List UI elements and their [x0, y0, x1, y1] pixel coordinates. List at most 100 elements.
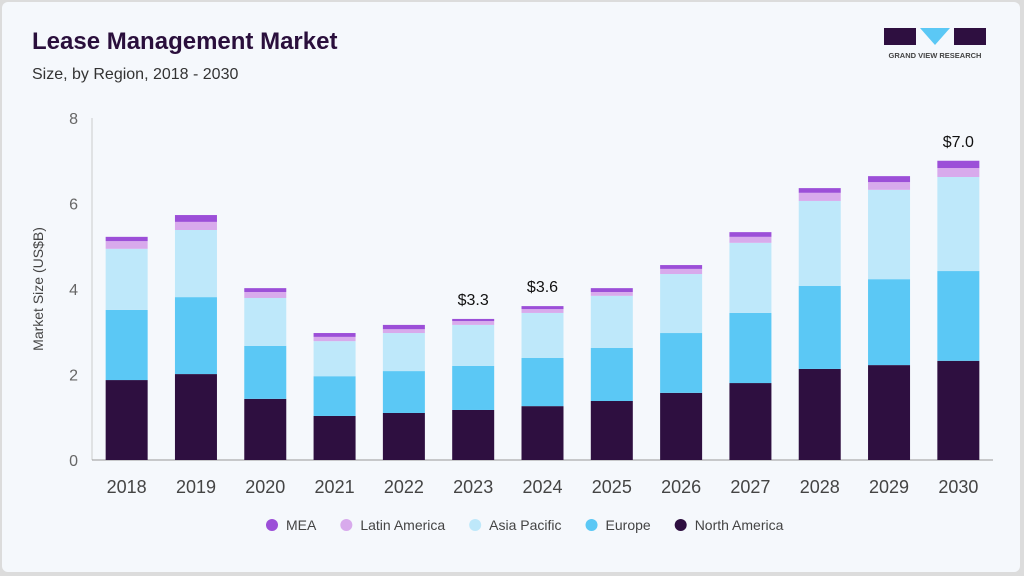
x-tick-label: 2022	[384, 477, 424, 497]
y-tick-label: 8	[69, 111, 78, 128]
legend-marker	[674, 519, 687, 531]
legend-label: Asia Pacific	[489, 517, 561, 533]
bar-segment-asia-pacific	[798, 200, 841, 287]
bar-segment-asia-pacific	[937, 176, 980, 272]
bar-segment-north-america	[313, 415, 356, 460]
bar-segment-asia-pacific	[313, 341, 356, 377]
bar-segment-latin-america	[937, 168, 980, 177]
x-tick-label: 2021	[315, 477, 355, 497]
legend-label: Europe	[606, 517, 651, 533]
bar-segment-europe	[937, 271, 980, 361]
y-tick-label: 2	[69, 368, 78, 385]
bar-segment-europe	[382, 371, 425, 413]
bar-segment-asia-pacific	[382, 333, 425, 372]
bar-segment-latin-america	[452, 321, 495, 325]
bar-segment-latin-america	[868, 182, 911, 190]
y-tick-label: 4	[69, 282, 78, 299]
bar-segment-north-america	[868, 365, 911, 460]
bar-segment-latin-america	[244, 291, 287, 298]
bar-segment-north-america	[452, 409, 495, 460]
x-tick-label: 2024	[522, 477, 562, 497]
bar-segment-latin-america	[521, 309, 564, 313]
bar-segment-north-america	[105, 380, 148, 460]
bar-segment-europe	[174, 297, 217, 375]
x-tick-label: 2030	[938, 477, 978, 497]
bar-segment-latin-america	[174, 221, 217, 231]
bar-segment-europe	[590, 347, 633, 402]
legend-label: MEA	[286, 517, 317, 533]
bar-segment-latin-america	[729, 236, 772, 243]
x-tick-label: 2019	[176, 477, 216, 497]
x-tick-label: 2018	[107, 477, 147, 497]
page-title: Lease Management Market	[32, 28, 338, 55]
legend-label: North America	[695, 517, 784, 533]
bar-segment-europe	[868, 279, 911, 366]
bar-segment-north-america	[937, 360, 980, 460]
bar-segment-asia-pacific	[729, 242, 772, 313]
x-tick-label: 2020	[245, 477, 285, 497]
bar-segment-north-america	[382, 412, 425, 460]
bar-segment-asia-pacific	[174, 230, 217, 298]
bar-segment-europe	[313, 376, 356, 416]
bar-segment-latin-america	[590, 291, 633, 296]
bar-segment-asia-pacific	[660, 274, 703, 334]
bar-segment-latin-america	[660, 268, 703, 275]
bar-segment-mea	[105, 236, 148, 242]
page-subtitle: Size, by Region, 2018 - 2030	[32, 66, 239, 83]
bar-segment-north-america	[521, 406, 564, 460]
bar-segment-latin-america	[313, 336, 356, 342]
data-label: $3.6	[527, 279, 558, 296]
bar-segment-europe	[244, 345, 287, 399]
legend-label: Latin America	[360, 517, 445, 533]
legend-marker	[585, 519, 598, 531]
legend-marker	[340, 519, 353, 531]
bar-segment-mea	[798, 188, 841, 193]
data-label: $7.0	[943, 134, 974, 151]
bar-segment-latin-america	[798, 192, 841, 201]
bar-segment-latin-america	[382, 329, 425, 334]
bar-segment-mea	[382, 324, 425, 330]
x-tick-label: 2029	[869, 477, 909, 497]
x-tick-label: 2028	[800, 477, 840, 497]
bar-segment-asia-pacific	[590, 295, 633, 348]
bar-segment-asia-pacific	[244, 297, 287, 346]
bar-segment-mea	[729, 232, 772, 237]
grand-view-research-logo: GRAND VIEW RESEARCH	[884, 28, 986, 60]
bar-segment-north-america	[729, 383, 772, 460]
bar-segment-europe	[660, 333, 703, 393]
bar-segment-asia-pacific	[105, 248, 148, 310]
bar-segment-north-america	[174, 374, 217, 460]
bar-segment-europe	[105, 309, 148, 381]
bar-segment-europe	[798, 286, 841, 369]
bar-segment-europe	[452, 365, 495, 410]
bar-segment-mea	[452, 318, 495, 322]
bar-segment-mea	[868, 176, 911, 183]
legend-marker	[469, 519, 482, 531]
legend-marker	[266, 519, 278, 531]
bar-segment-asia-pacific	[868, 189, 911, 280]
x-tick-label: 2027	[730, 477, 770, 497]
bar-segment-north-america	[244, 398, 287, 460]
bar-segment-mea	[521, 306, 564, 310]
y-axis-label: Market Size (US$B)	[30, 227, 46, 351]
data-label: $3.3	[458, 292, 489, 309]
bar-segment-north-america	[660, 392, 703, 460]
bar-segment-north-america	[590, 401, 633, 460]
x-tick-label: 2025	[592, 477, 632, 497]
x-tick-label: 2026	[661, 477, 701, 497]
bar-segment-mea	[660, 265, 703, 269]
bar-segment-north-america	[798, 368, 841, 460]
x-tick-label: 2023	[453, 477, 493, 497]
bar-segment-mea	[313, 333, 356, 337]
bar-segment-mea	[590, 288, 633, 292]
bar-segment-mea	[244, 288, 287, 292]
y-tick-label: 6	[69, 197, 78, 214]
bar-segment-asia-pacific	[521, 312, 564, 358]
bar-segment-europe	[521, 357, 564, 407]
bar-segment-europe	[729, 312, 772, 384]
bar-segment-asia-pacific	[452, 324, 495, 366]
svg-text:GRAND VIEW RESEARCH: GRAND VIEW RESEARCH	[889, 51, 982, 60]
bar-segment-latin-america	[105, 241, 148, 249]
